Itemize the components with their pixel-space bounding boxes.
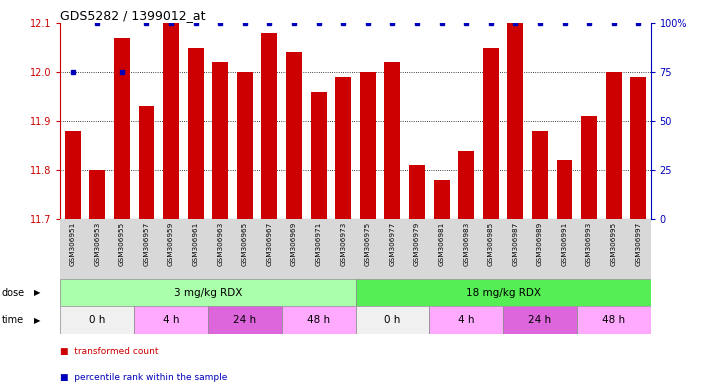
Text: GSM306985: GSM306985 (488, 222, 493, 266)
Bar (188, 48, 203, 219)
Bar (335, 77, 351, 219)
Bar (282, 306, 356, 334)
Text: 0 h: 0 h (89, 315, 105, 325)
Text: GSM306991: GSM306991 (562, 222, 567, 266)
Text: GSM306957: GSM306957 (144, 222, 149, 266)
Bar (356, 279, 651, 306)
Text: 48 h: 48 h (602, 315, 625, 325)
Bar (65, 131, 81, 219)
Bar (630, 77, 646, 219)
Bar (311, 92, 326, 219)
Bar (429, 306, 503, 334)
Bar (237, 72, 253, 219)
Text: GSM306997: GSM306997 (635, 222, 641, 266)
Text: GSM306953: GSM306953 (95, 222, 100, 266)
Text: GSM306955: GSM306955 (119, 222, 125, 266)
Text: GSM306967: GSM306967 (267, 222, 272, 266)
Bar (581, 116, 597, 219)
Text: GSM306965: GSM306965 (242, 222, 248, 266)
Text: time: time (1, 315, 23, 325)
Bar (114, 38, 130, 219)
Bar (577, 306, 651, 334)
Bar (262, 33, 277, 219)
Bar (503, 306, 577, 334)
Bar (134, 306, 208, 334)
Text: ■  percentile rank within the sample: ■ percentile rank within the sample (60, 373, 228, 382)
Bar (208, 306, 282, 334)
Text: GSM306995: GSM306995 (611, 222, 616, 266)
Bar (458, 151, 474, 219)
Text: GSM306961: GSM306961 (193, 222, 198, 266)
Bar (385, 62, 400, 219)
Text: GSM306987: GSM306987 (513, 222, 518, 266)
Bar (139, 106, 154, 219)
Bar (360, 72, 376, 219)
Bar (90, 170, 105, 219)
Text: 18 mg/kg RDX: 18 mg/kg RDX (466, 288, 540, 298)
Bar (508, 23, 523, 219)
Text: GSM306963: GSM306963 (218, 222, 223, 266)
Text: GSM306977: GSM306977 (390, 222, 395, 266)
Text: 4 h: 4 h (458, 315, 474, 325)
Text: GSM306951: GSM306951 (70, 222, 76, 266)
Text: GSM306989: GSM306989 (537, 222, 543, 266)
Text: GDS5282 / 1399012_at: GDS5282 / 1399012_at (60, 9, 206, 22)
Text: ▶: ▶ (34, 316, 41, 325)
Bar (606, 72, 621, 219)
Text: 24 h: 24 h (528, 315, 552, 325)
Text: GSM306973: GSM306973 (340, 222, 346, 266)
Text: GSM306959: GSM306959 (168, 222, 174, 266)
Text: 24 h: 24 h (233, 315, 257, 325)
Bar (434, 180, 449, 219)
Bar (409, 165, 425, 219)
Bar (557, 161, 572, 219)
Text: dose: dose (1, 288, 25, 298)
Bar (286, 53, 302, 219)
Text: 48 h: 48 h (307, 315, 330, 325)
Text: GSM306983: GSM306983 (463, 222, 469, 266)
Bar (60, 279, 356, 306)
Text: GSM306979: GSM306979 (414, 222, 420, 266)
Bar (163, 23, 179, 219)
Text: GSM306981: GSM306981 (439, 222, 444, 266)
Text: 3 mg/kg RDX: 3 mg/kg RDX (173, 288, 242, 298)
Text: 0 h: 0 h (384, 315, 400, 325)
Bar (60, 306, 134, 334)
Text: ■  transformed count: ■ transformed count (60, 346, 159, 356)
Bar (60, 219, 651, 279)
Bar (356, 306, 429, 334)
Bar (483, 48, 498, 219)
Bar (532, 131, 548, 219)
Text: GSM306993: GSM306993 (586, 222, 592, 266)
Bar (213, 62, 228, 219)
Text: ▶: ▶ (34, 288, 41, 297)
Text: GSM306971: GSM306971 (316, 222, 321, 266)
Text: 4 h: 4 h (163, 315, 179, 325)
Text: GSM306969: GSM306969 (291, 222, 297, 266)
Text: GSM306975: GSM306975 (365, 222, 371, 266)
